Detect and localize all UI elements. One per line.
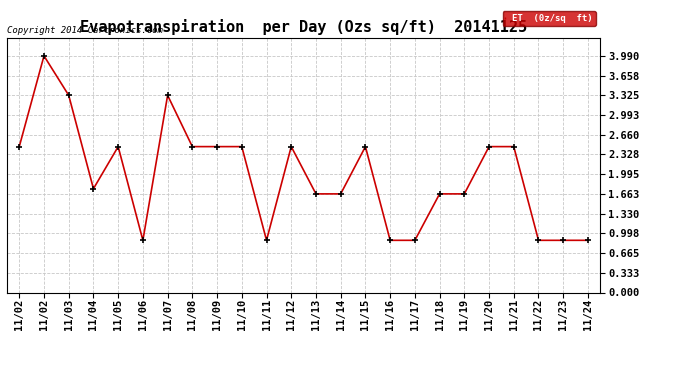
Text: Copyright 2014 Cartronics.com: Copyright 2014 Cartronics.com xyxy=(7,26,163,35)
Title: Evapotranspiration  per Day (Ozs sq/ft)  20141125: Evapotranspiration per Day (Ozs sq/ft) 2… xyxy=(80,19,527,35)
Legend: ET  (0z/sq  ft): ET (0z/sq ft) xyxy=(502,11,595,26)
